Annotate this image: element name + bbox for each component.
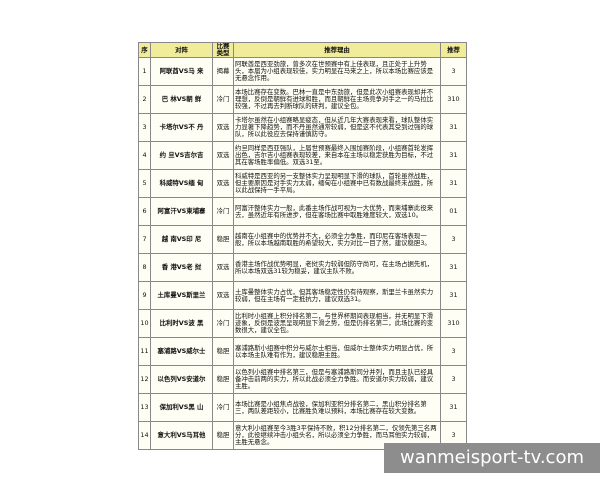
- header-cell: 序: [138, 42, 151, 58]
- recommend-table: 序 对阵 比赛类型 推荐理由 推荐 1 阿联酋VS马 来揭幕 阿联酋是西亚劲旅，曾多…: [138, 42, 467, 450]
- row-index: 3: [138, 113, 151, 142]
- match-type: 冷门: [212, 85, 234, 114]
- reason-text: 比利时小组赛上积分排名第二，与世界杯期间表现相当，并无明显下滑迹象，反倒是波黑呈…: [233, 309, 441, 338]
- recommendation: 310: [440, 85, 467, 114]
- match-type: 稳胆: [212, 365, 234, 394]
- table-row: 5 科威特VS缅 甸双选 科威特是西亚的另一支整体实力呈现明显下滑的球队，首轮虽然战…: [138, 169, 467, 198]
- recommendation: 3: [440, 337, 467, 366]
- row-index: 9: [138, 281, 151, 310]
- row-index: 8: [138, 253, 151, 282]
- match-type: 冷门: [212, 197, 234, 226]
- reason-text: 科威特是西亚的另一支整体实力呈现明显下滑的球队，首轮虽然战胜，但主要原因是对手实…: [233, 169, 441, 198]
- table-row: 12 以色列VS安道尔 稳胆 以色列小组赛中排名第三，但是与塞浦路斯同分并列，而且主队…: [138, 365, 467, 394]
- match-name: 香 港VS老 挝: [150, 253, 213, 282]
- reason-text: 以色列小组赛中排名第三，但是与塞浦路斯同分并列，而且主队已经具备冲击前两的实力，…: [233, 365, 441, 394]
- recommendation: 3: [440, 57, 467, 86]
- match-type: 稳胆: [212, 337, 234, 366]
- row-index: 10: [138, 309, 151, 338]
- match-type: 揭幕: [212, 57, 234, 86]
- match-type: 双选: [212, 141, 234, 170]
- match-type: 双选: [212, 169, 234, 198]
- reason-text: 香港主场作战优势明显，老挝实力较弱但防守尚可，在主场占据先机，所以本场双选31较…: [233, 253, 441, 282]
- reason-text: 阿富汗整体实力一般，此番主场作战可视为一大优势，而柬埔寨此役来去，虽然近年有所进…: [233, 197, 441, 226]
- reason-text: 越南在小组赛中的优势并不大，必须全力争胜，而印尼在客场表现一般，所以本场越南取胜…: [233, 225, 441, 254]
- reason-text: 约旦同样是西亚强队，上届世预赛最终入围加赛阶段，小组赛首轮发挥出色，吉尔吉小组赛…: [233, 141, 441, 170]
- recommendation: 31: [440, 281, 467, 310]
- recommendation: 31: [440, 113, 467, 142]
- match-name: 意大利VS马耳他: [150, 421, 213, 450]
- row-index: 5: [138, 169, 151, 198]
- match-type: 双选: [212, 113, 234, 142]
- row-index: 6: [138, 197, 151, 226]
- reason-text: 土库曼整体实力占优，但其客场稳定性仍有待观察，斯里兰卡虽然实力较弱，但在主场有一…: [233, 281, 441, 310]
- header-cell: 推荐理由: [233, 42, 441, 58]
- reason-text: 本场比赛是小组焦点战役，保加利亚积分排名第二，黑山积分排名第三，两队差距较小，比…: [233, 393, 441, 422]
- table-row: 3 卡塔尔VS不 丹双选 卡塔尔虽然在小组赛略显疲态，但从近几年大赛表现来看，球队整…: [138, 113, 467, 142]
- table-row: 14 意大利VS马耳他 稳胆 意大利小组赛至今3胜3平保持不败，积12分排名第二，仅领…: [138, 421, 467, 450]
- match-name: 土库曼VS斯里兰: [150, 281, 213, 310]
- table-row: 11 塞浦路VS威尔士 稳胆 塞浦路斯小组赛中积分与威尔士相当，但威尔士整体实力明显占…: [138, 337, 467, 366]
- reason-text: 卡塔尔虽然在小组赛略显疲态，但从近几年大赛表现来看，球队整体实力显著下降趋势，而…: [233, 113, 441, 142]
- match-name: 以色列VS安道尔: [150, 365, 213, 394]
- match-type: 冷门: [212, 393, 234, 422]
- row-index: 12: [138, 365, 151, 394]
- recommendation: 31: [440, 141, 467, 170]
- recommendation: 31: [440, 169, 467, 198]
- table-row: 10 比利时VS波 黑冷门 比利时小组赛上积分排名第二，与世界杯期间表现相当，并无明…: [138, 309, 467, 338]
- reason-text: 本场比赛存在变数。巴林一直是中东劲旅，但是此次小组赛表现却并不理想，反倒是朝鲜有…: [233, 85, 441, 114]
- row-index: 2: [138, 85, 151, 114]
- match-type: 稳胆: [212, 225, 234, 254]
- table-row: 9 土库曼VS斯里兰 双选 土库曼整体实力占优，但其客场稳定性仍有待观察，斯里兰卡虽然…: [138, 281, 467, 310]
- recommendation: 3: [440, 225, 467, 254]
- header-cell: 推荐: [440, 42, 467, 58]
- table-row: 13 保加利VS黑 山冷门 本场比赛是小组焦点战役，保加利亚积分排名第二，黑山积分排…: [138, 393, 467, 422]
- match-name: 保加利VS黑 山: [150, 393, 213, 422]
- match-name: 科威特VS缅 甸: [150, 169, 213, 198]
- row-index: 4: [138, 141, 151, 170]
- row-index: 1: [138, 57, 151, 86]
- recommendation: 3: [440, 365, 467, 394]
- recommendation: 310: [440, 309, 467, 338]
- row-index: 13: [138, 393, 151, 422]
- match-type: 冷门: [212, 309, 234, 338]
- header-cell: 比赛类型: [212, 42, 234, 58]
- recommendation: 31: [440, 253, 467, 282]
- header-row: 序 对阵 比赛类型 推荐理由 推荐: [138, 42, 467, 58]
- match-name: 约 旦VS吉尔吉: [150, 141, 213, 170]
- match-name: 塞浦路VS威尔士: [150, 337, 213, 366]
- header-cell: 对阵: [150, 42, 213, 58]
- row-index: 11: [138, 337, 151, 366]
- match-name: 阿富汗VS柬埔寨: [150, 197, 213, 226]
- watermark: wanmeisport-tv.com: [384, 443, 600, 473]
- match-name: 巴 林VS朝 鲜: [150, 85, 213, 114]
- row-index: 7: [138, 225, 151, 254]
- match-type: 稳胆: [212, 421, 234, 450]
- reason-text: 塞浦路斯小组赛中积分与威尔士相当，但威尔士整体实力明显占优，所以本场主队难有作为…: [233, 337, 441, 366]
- table-row: 6 阿富汗VS柬埔寨 冷门 阿富汗整体实力一般，此番主场作战可视为一大优势，而柬埔寨此…: [138, 197, 467, 226]
- row-index: 14: [138, 421, 151, 450]
- match-name: 阿联酋VS马 来: [150, 57, 213, 86]
- match-name: 比利时VS波 黑: [150, 309, 213, 338]
- reason-text: 阿联酋是西亚劲旅，曾多次在世预赛中有上佳表现，且正处于上升势头，本届为小组表现较…: [233, 57, 441, 86]
- table-body: 1 阿联酋VS马 来揭幕 阿联酋是西亚劲旅，曾多次在世预赛中有上佳表现，且正处于上升…: [138, 57, 467, 450]
- match-type: 双选: [212, 253, 234, 282]
- match-name: 卡塔尔VS不 丹: [150, 113, 213, 142]
- match-type: 双选: [212, 281, 234, 310]
- table-row: 1 阿联酋VS马 来揭幕 阿联酋是西亚劲旅，曾多次在世预赛中有上佳表现，且正处于上升…: [138, 57, 467, 86]
- recommendation: 01: [440, 197, 467, 226]
- match-name: 越 南VS印 尼: [150, 225, 213, 254]
- recommendation: 31: [440, 393, 467, 422]
